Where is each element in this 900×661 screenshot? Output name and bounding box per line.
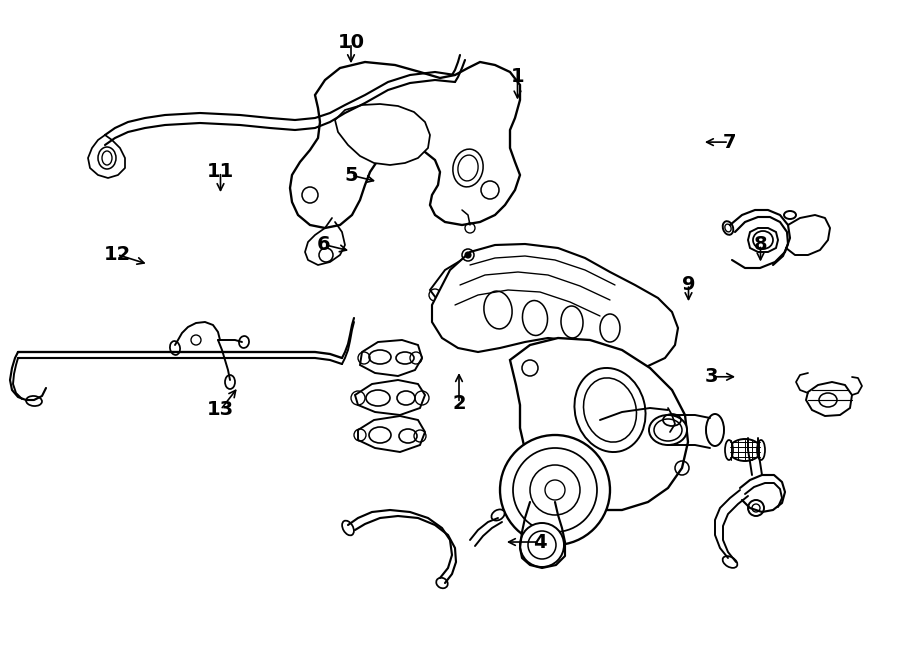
Text: 4: 4 [533, 533, 547, 551]
Text: 11: 11 [207, 163, 234, 181]
Ellipse shape [436, 578, 448, 588]
Ellipse shape [98, 147, 116, 169]
Text: 3: 3 [704, 368, 718, 386]
Text: 12: 12 [104, 245, 130, 264]
Polygon shape [290, 62, 520, 228]
Text: 10: 10 [338, 34, 364, 52]
Ellipse shape [723, 556, 737, 568]
Text: 9: 9 [682, 275, 695, 293]
Circle shape [465, 252, 471, 258]
Text: 8: 8 [753, 235, 768, 254]
Polygon shape [355, 380, 425, 415]
Ellipse shape [453, 149, 483, 187]
Text: 7: 7 [722, 133, 736, 151]
Polygon shape [360, 340, 422, 376]
Ellipse shape [729, 439, 761, 461]
Ellipse shape [725, 440, 733, 460]
Polygon shape [806, 382, 852, 416]
Ellipse shape [170, 341, 180, 355]
Ellipse shape [26, 396, 42, 406]
Ellipse shape [239, 336, 249, 348]
Circle shape [520, 523, 564, 567]
Ellipse shape [574, 368, 645, 452]
Circle shape [500, 435, 610, 545]
Ellipse shape [706, 414, 724, 446]
Ellipse shape [225, 375, 235, 389]
Circle shape [748, 500, 764, 516]
Ellipse shape [491, 510, 505, 521]
Text: 6: 6 [317, 235, 331, 254]
Text: 1: 1 [510, 67, 525, 85]
Text: 13: 13 [207, 401, 234, 419]
Polygon shape [510, 338, 688, 510]
Ellipse shape [757, 440, 765, 460]
Ellipse shape [649, 415, 687, 445]
Ellipse shape [342, 521, 354, 535]
Polygon shape [748, 228, 778, 252]
Ellipse shape [723, 221, 734, 235]
Polygon shape [430, 253, 595, 332]
Ellipse shape [784, 211, 796, 219]
Text: 5: 5 [344, 166, 358, 184]
Polygon shape [432, 244, 678, 368]
Polygon shape [358, 416, 425, 452]
Polygon shape [335, 104, 430, 165]
Text: 2: 2 [452, 394, 466, 412]
